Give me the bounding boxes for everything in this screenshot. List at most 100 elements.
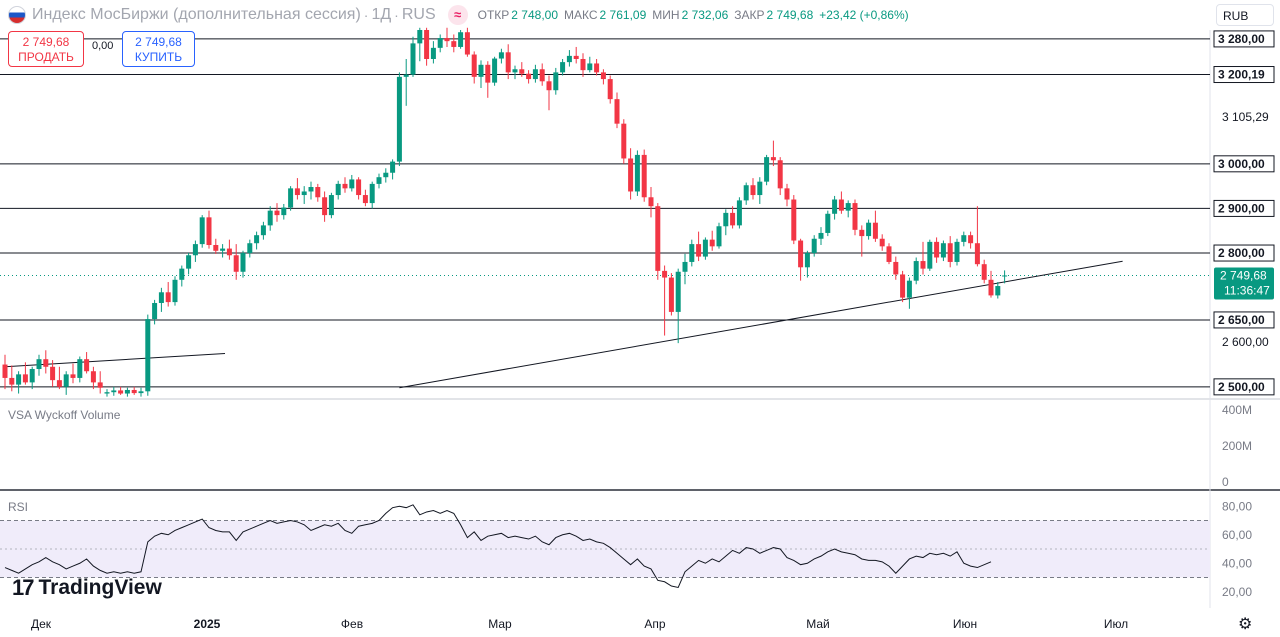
price-axis-label: 2 650,00 xyxy=(1218,313,1265,327)
candle-body xyxy=(158,292,164,303)
candle-body xyxy=(206,217,212,246)
candle-body xyxy=(145,319,151,392)
candle-body xyxy=(764,157,770,182)
candle-body xyxy=(716,226,722,247)
sell-button[interactable]: 2 749,68 ПРОДАТЬ xyxy=(8,31,84,67)
candle-body xyxy=(226,248,232,256)
candle-body xyxy=(648,197,654,207)
candle-body xyxy=(546,81,552,91)
candle-body xyxy=(294,188,300,196)
candle-body xyxy=(777,160,783,189)
price-level-box xyxy=(1213,311,1275,329)
volume-axis-label: 0 xyxy=(1222,475,1229,489)
price-axis-label: 2 500,00 xyxy=(1218,380,1265,394)
time-axis-label: Фев xyxy=(341,617,363,631)
candle-body xyxy=(906,280,912,298)
candle-body xyxy=(464,32,470,55)
rsi-axis-label: 20,00 xyxy=(1222,585,1252,599)
buy-button[interactable]: 2 749,68 КУПИТЬ xyxy=(122,31,195,67)
open-label: ОТКР xyxy=(477,8,510,22)
candle-body xyxy=(682,261,688,272)
candle-body xyxy=(342,183,348,189)
candle-body xyxy=(84,359,90,372)
candle-body xyxy=(539,69,545,82)
time-axis-label: Июл xyxy=(1104,617,1128,631)
candle-body xyxy=(580,58,586,71)
russia-flag-icon xyxy=(8,6,26,24)
candle-body xyxy=(22,374,28,383)
buy-label: КУПИТЬ xyxy=(134,50,183,64)
candle-body xyxy=(308,187,314,192)
candle-body xyxy=(233,255,239,272)
wave-icon[interactable]: ≈ xyxy=(447,5,468,25)
candle-body xyxy=(356,179,362,196)
candle-body xyxy=(362,195,368,204)
candle-body xyxy=(192,244,198,256)
candle-body xyxy=(43,359,49,367)
volume-pane-title[interactable]: VSA Wyckoff Volume xyxy=(8,408,121,422)
candle-body xyxy=(322,197,328,216)
price-axis-label: 2 900,00 xyxy=(1218,201,1265,215)
candle-body xyxy=(770,157,776,161)
candle-body xyxy=(458,32,464,47)
candle-body xyxy=(614,99,620,124)
candle-body xyxy=(138,391,144,394)
rsi-pane-title[interactable]: RSI xyxy=(8,500,29,514)
candle-body xyxy=(696,244,702,257)
candle-body xyxy=(641,154,647,198)
candle-body xyxy=(369,183,375,204)
candle-body xyxy=(63,374,69,387)
time-axis-label: Апр xyxy=(644,617,666,631)
tradingview-logo[interactable]: 17 TradingView xyxy=(12,575,162,601)
candle-body xyxy=(560,62,566,73)
currency-select[interactable]: RUB xyxy=(1216,4,1274,26)
candle-body xyxy=(36,359,42,370)
candle-body xyxy=(655,206,661,271)
candle-body xyxy=(811,238,817,254)
candle-body xyxy=(757,181,763,196)
sell-label: ПРОДАТЬ xyxy=(18,50,74,64)
candle-body xyxy=(600,72,606,80)
candle-body xyxy=(838,199,844,211)
candle-body xyxy=(519,69,525,74)
change-value: +23,42 (+0,86%) xyxy=(819,8,909,22)
candle-body xyxy=(886,246,892,262)
candle-body xyxy=(260,225,266,236)
candle-body xyxy=(920,261,926,269)
gear-icon[interactable]: ⚙ xyxy=(1238,616,1253,633)
candle-body xyxy=(988,279,994,296)
candle-body xyxy=(430,47,436,59)
candle-body xyxy=(124,389,130,394)
candle-body xyxy=(274,210,280,216)
candle-body xyxy=(281,207,287,216)
candle-body xyxy=(390,161,396,173)
candle-body xyxy=(845,203,851,211)
candle-body xyxy=(16,374,22,385)
high-label: МАКС xyxy=(564,8,598,22)
candle-body xyxy=(532,69,538,80)
high-value: 2 761,09 xyxy=(599,8,647,22)
interval-label[interactable]: 1Д xyxy=(371,6,392,23)
candle-body xyxy=(791,199,797,241)
candle-body xyxy=(709,239,715,247)
countdown-label: 11:36:47 xyxy=(1224,283,1270,297)
symbol-name[interactable]: Индекс МосБиржи (дополнительная сессия) xyxy=(32,6,361,23)
candle-body xyxy=(417,30,423,44)
candle-body xyxy=(56,380,62,387)
candle-body xyxy=(186,255,192,269)
candle-body xyxy=(675,271,681,312)
candle-body xyxy=(396,76,402,162)
candle-body xyxy=(621,123,627,159)
candle-body xyxy=(199,217,205,245)
low-label: МИН xyxy=(652,8,680,22)
candle-body xyxy=(668,277,674,312)
rsi-axis-label: 40,00 xyxy=(1222,556,1252,570)
candle-body xyxy=(947,243,953,262)
candle-body xyxy=(165,292,171,303)
low-value: 2 732,06 xyxy=(681,8,729,22)
candle-body xyxy=(995,286,1001,296)
candle-body xyxy=(29,369,35,383)
time-axis-label: Мар xyxy=(488,617,512,631)
rsi-axis-label: 80,00 xyxy=(1222,499,1252,513)
